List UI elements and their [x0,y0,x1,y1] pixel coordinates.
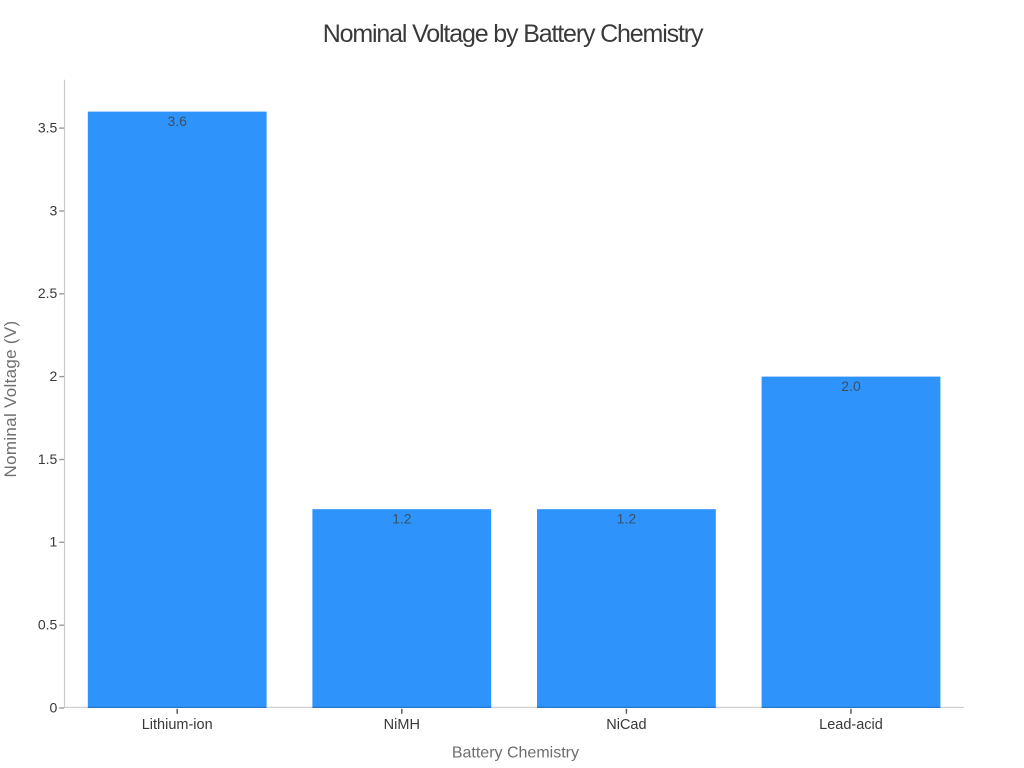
svg-text:0.5: 0.5 [38,617,58,633]
svg-text:NiMH: NiMH [384,717,420,733]
svg-text:1.5: 1.5 [38,451,58,467]
svg-text:Nominal Voltage (V): Nominal Voltage (V) [1,321,20,478]
svg-text:1: 1 [50,534,58,550]
svg-text:3.6: 3.6 [167,113,187,129]
svg-text:0: 0 [50,699,58,715]
svg-text:3.5: 3.5 [38,120,58,136]
svg-text:1.2: 1.2 [617,511,637,527]
svg-text:Lead-acid: Lead-acid [819,717,883,733]
svg-text:Nominal Voltage by Battery Che: Nominal Voltage by Battery Chemistry [323,20,704,48]
svg-text:Battery Chemistry: Battery Chemistry [452,744,579,761]
svg-text:Lithium-ion: Lithium-ion [142,717,213,733]
svg-text:2.5: 2.5 [38,285,58,301]
svg-text:2: 2 [50,368,58,384]
svg-text:NiCad: NiCad [606,717,646,733]
svg-text:2.0: 2.0 [841,378,861,394]
svg-text:1.2: 1.2 [392,511,412,527]
svg-text:3: 3 [50,202,58,218]
